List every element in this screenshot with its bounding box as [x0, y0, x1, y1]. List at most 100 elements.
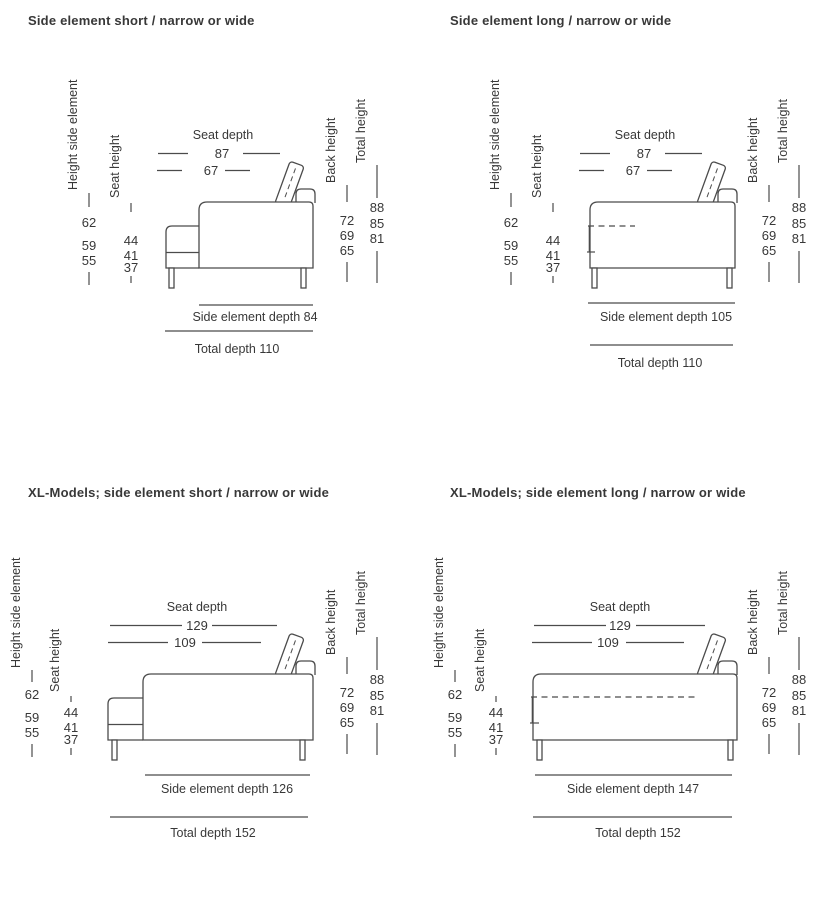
back-height-value: 72: [339, 213, 355, 228]
back-height-value: 65: [761, 715, 777, 730]
sofa-leg: [299, 739, 306, 761]
back-height-value: 69: [761, 700, 777, 715]
seat-depth-label: Seat depth: [192, 128, 254, 142]
height-side-element-label: Height side element: [488, 79, 502, 190]
side-element-depth-text: Side element depth 105: [600, 310, 732, 324]
sofa-body: [532, 673, 738, 741]
seat-depth-outer-value: 129: [609, 618, 631, 633]
total-height-value: 88: [369, 672, 385, 687]
side-element-armrest: [107, 697, 143, 741]
total-height-label: Total height: [354, 99, 368, 163]
back-height-value: 72: [761, 685, 777, 700]
depth-overlines: [110, 774, 310, 818]
seat-height-value: 41: [63, 720, 79, 735]
height-side-element-label: Height side element: [66, 79, 80, 190]
hidden-seat-lines: [530, 696, 695, 724]
back-height-value: 65: [761, 243, 777, 258]
depth-value: 152: [234, 826, 256, 840]
total-height-value: 88: [369, 200, 385, 215]
seat-depth-inner-value: 109: [597, 635, 619, 650]
seat-height-label: Seat height: [530, 134, 544, 198]
seat-height-value: 41: [488, 720, 504, 735]
back-height-value: 69: [339, 700, 355, 715]
height-side-element-value: 55: [81, 253, 97, 268]
seat-height-value: 44: [545, 233, 561, 248]
diagram-title: XL-Models; side element long / narrow or…: [450, 485, 746, 500]
side-element-depth-text: Side element depth 84: [192, 310, 317, 324]
sofa-dimension-drawing: [454, 624, 800, 818]
diagram-xl-side-element-long: XL-Models; side element long / narrow or…: [422, 472, 835, 924]
total-depth-text: Total depth 110: [618, 356, 703, 370]
depth-label: Side element depth: [160, 782, 269, 796]
height-side-element-value: 62: [81, 215, 97, 230]
height-side-element-label: Height side element: [9, 557, 23, 668]
seat-depth-inner-value: 109: [174, 635, 196, 650]
depth-label: Total depth: [595, 826, 657, 840]
sofa-leg: [536, 739, 543, 761]
total-height-value: 81: [369, 231, 385, 246]
back-height-value: 65: [339, 715, 355, 730]
total-depth-text: Total depth 152: [595, 826, 681, 840]
height-dimension-ticks: [510, 165, 800, 285]
height-dimension-ticks: [31, 637, 378, 757]
seat-height-label: Seat height: [473, 628, 487, 692]
height-side-element-label: Height side element: [432, 557, 446, 668]
seat-height-value: 37: [63, 732, 79, 747]
total-height-value: 85: [791, 216, 807, 231]
total-depth-text: Total depth 110: [195, 342, 280, 356]
sofa-leg: [727, 739, 734, 761]
total-height-value: 81: [369, 703, 385, 718]
seat-height-value: 37: [123, 260, 139, 275]
back-height-label: Back height: [324, 117, 338, 183]
depth-label: Side element depth: [566, 782, 675, 796]
diagram-side-element-short: Side element short / narrow or wide: [0, 0, 413, 452]
depth-value: 110: [682, 356, 703, 370]
height-side-element-value: 62: [503, 215, 519, 230]
seat-depth-inner-value: 67: [203, 163, 219, 178]
seat-depth-dimension-lines: [108, 624, 277, 644]
total-height-value: 85: [791, 688, 807, 703]
depth-label: Side element depth: [192, 310, 301, 324]
height-dimension-ticks: [454, 637, 800, 757]
height-side-element-value: 59: [503, 238, 519, 253]
depth-overlines: [165, 304, 313, 332]
height-side-element-value: 59: [24, 710, 40, 725]
total-height-value: 85: [369, 216, 385, 231]
seat-height-value: 37: [488, 732, 504, 747]
total-height-value: 88: [791, 200, 807, 215]
seat-depth-outer-value: 87: [214, 146, 230, 161]
seat-height-value: 37: [545, 260, 561, 275]
seat-depth-label: Seat depth: [614, 128, 676, 142]
height-side-element-value: 55: [503, 253, 519, 268]
height-side-element-value: 55: [24, 725, 40, 740]
depth-value: 105: [711, 310, 733, 324]
back-height-value: 69: [761, 228, 777, 243]
depth-overlines: [588, 302, 735, 346]
seat-depth-outer-value: 129: [186, 618, 208, 633]
height-side-element-value: 62: [24, 687, 40, 702]
back-panel: [717, 660, 738, 675]
side-element-depth-text: Side element depth 147: [567, 782, 699, 796]
depth-value: 147: [678, 782, 700, 796]
sofa-body: [589, 201, 736, 269]
depth-label: Total depth: [617, 356, 679, 370]
side-element-armrest: [165, 225, 199, 269]
seat-depth-label: Seat depth: [589, 600, 651, 614]
seat-depth-inner-value: 67: [625, 163, 641, 178]
side-element-depth-text: Side element depth 126: [161, 782, 293, 796]
depth-label: Total depth: [170, 826, 232, 840]
sofa-leg: [111, 739, 118, 761]
diagram-xl-side-element-short: XL-Models; side element short / narrow o…: [0, 472, 413, 924]
back-panel: [295, 188, 316, 203]
total-height-value: 85: [369, 688, 385, 703]
seat-depth-dimension-lines: [157, 152, 280, 172]
height-side-element-value: 55: [447, 725, 463, 740]
diagram-title: Side element short / narrow or wide: [28, 13, 255, 28]
seat-depth-dimension-lines: [579, 152, 702, 172]
total-height-label: Total height: [776, 571, 790, 635]
depth-value: 126: [272, 782, 294, 796]
hidden-seat-lines: [587, 225, 635, 253]
back-height-label: Back height: [324, 589, 338, 655]
seat-depth-dimension-lines: [532, 624, 705, 644]
total-height-label: Total height: [776, 99, 790, 163]
